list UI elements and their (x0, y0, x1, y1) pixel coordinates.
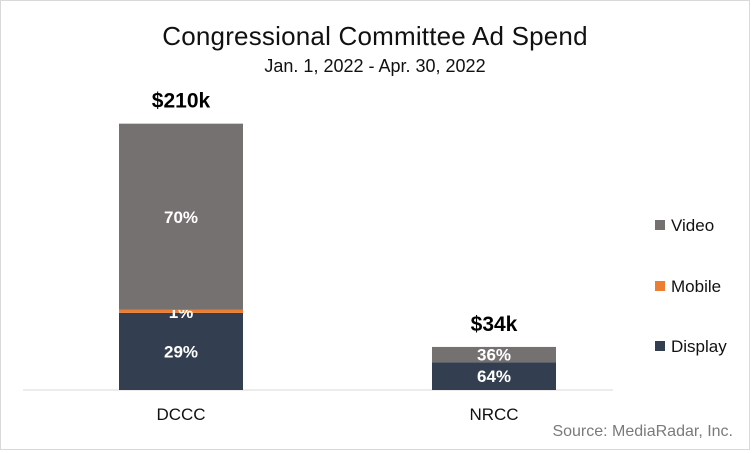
bar-segment-nrcc-video (432, 346, 556, 363)
chart-source: Source: MediaRadar, Inc. (552, 423, 733, 440)
legend-label-video: Video (671, 216, 714, 235)
data-label-nrcc-display: 64% (477, 367, 511, 386)
legend-label-display: Display (671, 337, 727, 356)
x-tick-label-nrcc: NRCC (469, 405, 518, 424)
data-label-nrcc-video: 36% (477, 346, 511, 365)
x-tick-label-dccc: DCCC (156, 405, 205, 424)
legend-swatch-mobile (655, 281, 665, 291)
bar-segment-dccc-display (119, 312, 243, 390)
bar-segment-dccc-mobile (119, 309, 243, 313)
data-label-dccc-video: 70% (164, 208, 198, 227)
legend-swatch-video (655, 220, 665, 230)
total-label-nrcc: $34k (471, 313, 518, 336)
chart-subtitle: Jan. 1, 2022 - Apr. 30, 2022 (264, 56, 486, 76)
legend-swatch-display (655, 341, 665, 351)
legend-label-mobile: Mobile (671, 277, 721, 296)
chart-title: Congressional Committee Ad Spend (162, 21, 588, 51)
bar-segment-nrcc-display (432, 362, 556, 390)
bar-segment-dccc-video (119, 123, 243, 310)
total-label-dccc: $210k (152, 90, 211, 113)
data-label-dccc-display: 29% (164, 342, 198, 361)
